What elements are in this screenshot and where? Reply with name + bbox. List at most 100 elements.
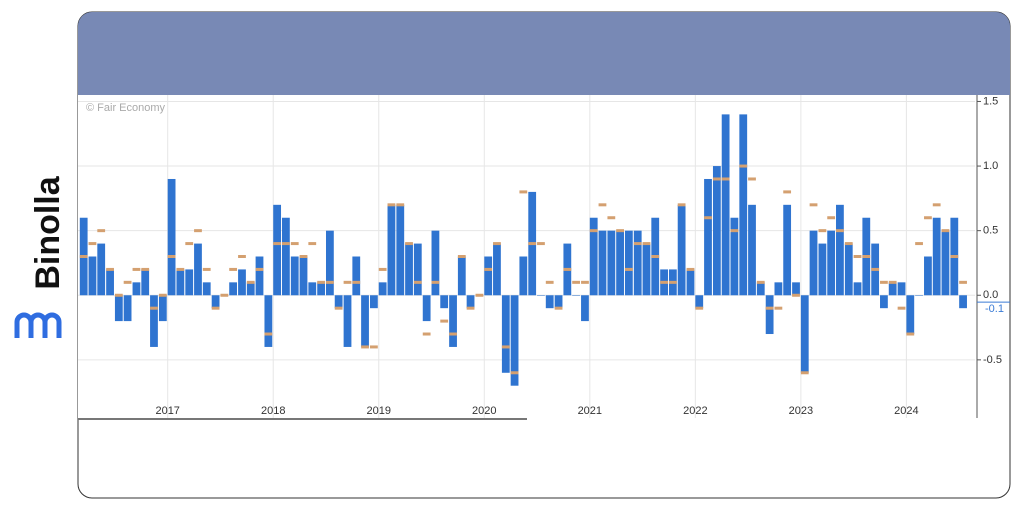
bar (598, 230, 607, 296)
forecast-marker (281, 242, 290, 246)
y-tick-label: 1.5 (983, 95, 998, 107)
bar (246, 282, 255, 296)
bar (686, 269, 695, 296)
bar (431, 230, 440, 296)
forecast-marker (202, 267, 211, 271)
forecast-marker (528, 242, 537, 246)
forecast-marker (624, 267, 633, 271)
bar (924, 256, 932, 296)
bar (334, 295, 343, 309)
bar (704, 178, 712, 296)
bar (352, 256, 361, 296)
chart: 2017 2018 2019 2020 2021 2022 2023 2024 -0.5 0.0 0… (78, 95, 1010, 418)
bar (176, 269, 185, 296)
x-tick-label: 2020 (472, 405, 496, 417)
forecast-marker (888, 280, 897, 284)
forecast-marker (950, 255, 959, 258)
forecast-marker (387, 203, 396, 207)
forecast-marker (273, 242, 282, 246)
y-tick-label: -0.5 (983, 354, 1002, 366)
bar (484, 256, 493, 296)
bar (783, 204, 792, 296)
forecast-marker (906, 332, 915, 336)
forecast-marker (449, 332, 457, 336)
forecast-marker (405, 242, 413, 246)
forecast-marker (106, 267, 114, 271)
forecast-marker (123, 280, 132, 284)
forecast-marker (633, 242, 642, 246)
bar (308, 282, 317, 296)
forecast-marker (361, 345, 369, 349)
logo-arc (42, 312, 62, 338)
bar (229, 282, 238, 296)
bar (123, 295, 132, 322)
bar (941, 230, 950, 296)
forecast-marker (704, 216, 712, 220)
bar (932, 217, 941, 296)
forecast-marker (167, 255, 176, 258)
bar (264, 295, 273, 347)
bar (607, 230, 616, 296)
forecast-marker (660, 280, 668, 284)
bar (281, 217, 290, 296)
forecast-marker (343, 280, 352, 284)
forecast-marker (959, 280, 967, 284)
bar (616, 230, 624, 296)
y-tick-label: 0.5 (983, 225, 998, 237)
forecast-marker (721, 177, 730, 181)
bar (132, 282, 141, 296)
bar (325, 230, 334, 296)
forecast-marker (686, 267, 695, 271)
credit: © Fair Economy (86, 102, 166, 114)
bar (150, 295, 158, 347)
bar (642, 243, 651, 296)
forecast-marker (238, 255, 246, 258)
forecast-marker (220, 293, 229, 297)
forecast-marker (537, 242, 545, 246)
forecast-marker (836, 229, 844, 233)
x-tick-label: 2018 (261, 405, 285, 417)
bar (378, 282, 387, 296)
bar (343, 295, 352, 347)
forecast-marker (246, 280, 255, 284)
bar (422, 295, 431, 322)
bar (387, 204, 396, 296)
forecast-marker (501, 345, 510, 349)
forecast-marker (422, 332, 431, 336)
forecast-marker (783, 190, 792, 194)
bar (959, 295, 967, 309)
forecast-marker (853, 255, 862, 258)
forecast-marker (79, 255, 88, 258)
bar (194, 243, 202, 296)
forecast-marker (369, 345, 378, 349)
x-tick-label: 2024 (894, 405, 918, 417)
forecast-marker (150, 306, 158, 310)
forecast-marker (413, 280, 422, 284)
bar (589, 217, 598, 296)
forecast-marker (211, 306, 220, 310)
bar (185, 269, 194, 296)
forecast-marker (756, 280, 765, 284)
forecast-marker (765, 306, 774, 310)
forecast-marker (862, 255, 871, 258)
bar (809, 230, 818, 296)
bar (457, 256, 466, 296)
bar (677, 204, 686, 296)
bar (493, 243, 501, 296)
forecast-marker (668, 280, 677, 284)
forecast-marker (484, 267, 493, 271)
forecast-marker (712, 177, 721, 181)
x-tick-label: 2021 (578, 405, 602, 417)
bar (888, 282, 897, 296)
bar (519, 256, 528, 296)
forecast-marker (510, 371, 519, 375)
bar (800, 295, 809, 373)
forecast-marker (185, 242, 194, 246)
bar (396, 204, 405, 296)
forecast-marker (97, 229, 106, 233)
forecast-marker (290, 242, 299, 246)
forecast-marker (475, 293, 484, 297)
bar (290, 256, 299, 296)
forecast-marker (229, 267, 238, 271)
